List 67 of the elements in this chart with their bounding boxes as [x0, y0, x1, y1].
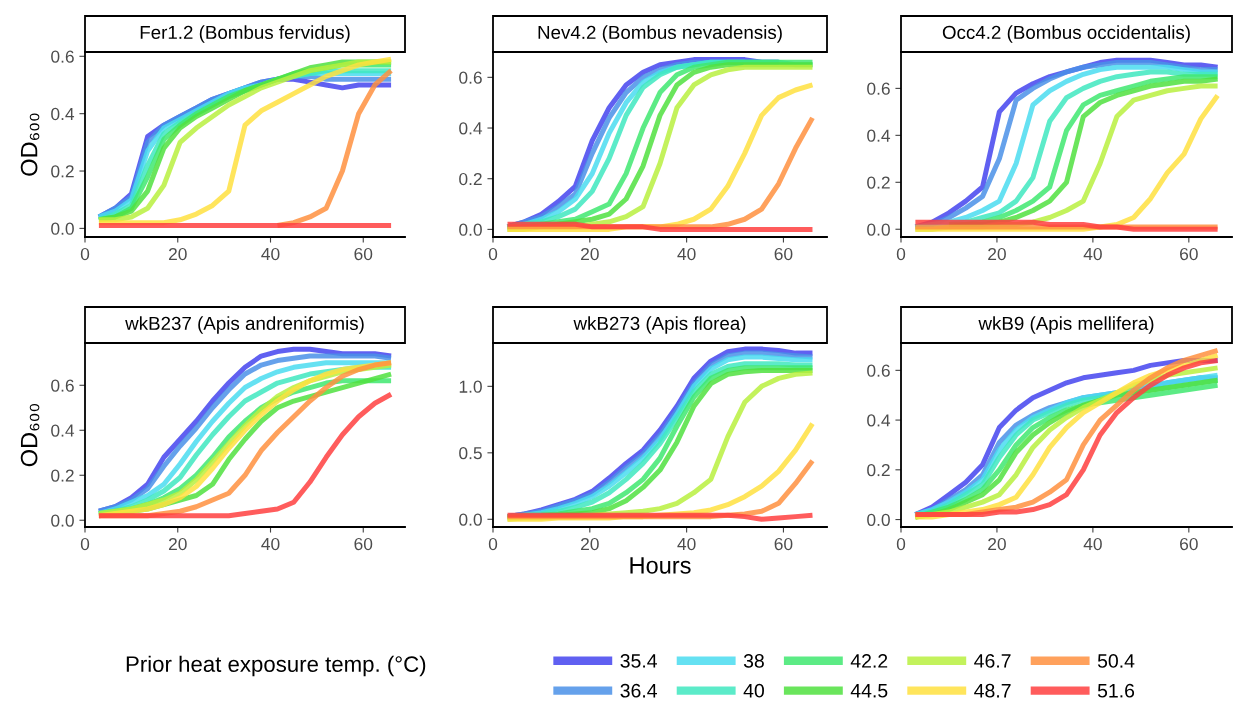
x-tick-label: 60 — [1180, 247, 1198, 261]
y-tick-label: 0.2 — [867, 463, 890, 477]
x-tick-label: 40 — [677, 537, 696, 551]
legend-label: 44.5 — [850, 684, 888, 698]
x-tick-label: 20 — [988, 247, 1006, 261]
y-tick-label: 0.6 — [459, 71, 482, 84]
x-tick-label: 60 — [1180, 537, 1198, 551]
legend-label: 42.2 — [850, 654, 888, 668]
y-tick-label: 0.2 — [51, 165, 74, 178]
x-tick-label: 20 — [581, 537, 599, 551]
x-tick-label: 0 — [80, 537, 90, 551]
chart-title: wkB273 (Apis florea) — [573, 316, 746, 334]
y-tick-label: 0.4 — [51, 107, 75, 121]
y-axis-title: OD₆₀₀ — [20, 404, 40, 467]
y-tick-label: 0.6 — [867, 82, 890, 95]
x-tick-label: 20 — [168, 537, 187, 551]
x-tick-label: 60 — [354, 247, 373, 261]
y-axis-title: OD₆₀₀ — [20, 113, 40, 176]
x-tick-label: 0 — [896, 537, 906, 551]
x-tick-label: 60 — [354, 537, 373, 551]
y-tick-label: 0.4 — [459, 122, 483, 135]
x-tick-label: 20 — [168, 247, 187, 261]
y-tick-label: 0.6 — [51, 379, 74, 392]
x-tick-label: 60 — [774, 247, 793, 261]
x-tick-label: 40 — [677, 247, 696, 261]
x-tick-label: 60 — [774, 537, 793, 551]
x-tick-label: 40 — [1083, 247, 1102, 261]
x-tick-label: 0 — [488, 247, 498, 261]
y-tick-label: 0.2 — [459, 172, 482, 186]
x-tick-label: 40 — [1083, 537, 1102, 551]
legend-label: 38 — [743, 654, 764, 668]
x-tick-label: 0 — [80, 247, 90, 261]
x-tick-label: 20 — [988, 537, 1006, 551]
y-tick-label: 0.6 — [51, 50, 74, 63]
legend-title: Prior heat exposure temp. (°C) — [126, 655, 426, 677]
y-tick-label: 0.4 — [51, 424, 75, 437]
y-tick-label: 0.0 — [867, 513, 890, 526]
legend-label: 50.4 — [1097, 654, 1135, 668]
legend-label: 51.6 — [1097, 683, 1135, 698]
y-tick-label: 0.0 — [51, 222, 74, 235]
x-axis-title: Hours — [630, 557, 691, 574]
x-tick-label: 0 — [896, 247, 906, 261]
x-tick-label: 20 — [581, 247, 599, 261]
x-tick-label: 0 — [488, 537, 498, 551]
x-tick-label: 40 — [261, 247, 280, 261]
y-tick-label: 0.2 — [867, 176, 890, 189]
y-tick-label: 0.4 — [867, 414, 891, 427]
y-tick-label: 0.0 — [51, 514, 74, 527]
y-tick-label: 0.0 — [459, 223, 482, 236]
legend-label: 36.4 — [620, 683, 657, 698]
y-tick-label: 0.6 — [867, 364, 890, 377]
chart-title: Fer1.2 (Bombus fervidus) — [140, 25, 350, 43]
x-tick-label: 40 — [261, 537, 280, 551]
y-tick-label: 1.0 — [459, 380, 482, 393]
y-tick-label: 0.0 — [459, 513, 482, 526]
y-tick-label: 0.5 — [459, 446, 482, 460]
chart-title: Nev4.2 (Bombus nevadensis) — [538, 25, 782, 43]
y-tick-label: 0.0 — [867, 223, 890, 236]
y-tick-label: 0.2 — [51, 469, 74, 482]
y-tick-label: 0.4 — [867, 129, 891, 142]
chart-title: wkB237 (Apis andreniformis) — [125, 316, 364, 334]
chart-title: Occ4.2 (Bombus occidentalis) — [942, 25, 1190, 43]
legend-label: 40 — [743, 683, 764, 698]
chart-title: wkB9 (Apis mellifera) — [978, 316, 1154, 334]
legend-label: 35.4 — [620, 654, 657, 668]
legend-label: 46.7 — [974, 654, 1011, 668]
legend-label: 48.7 — [974, 683, 1011, 698]
